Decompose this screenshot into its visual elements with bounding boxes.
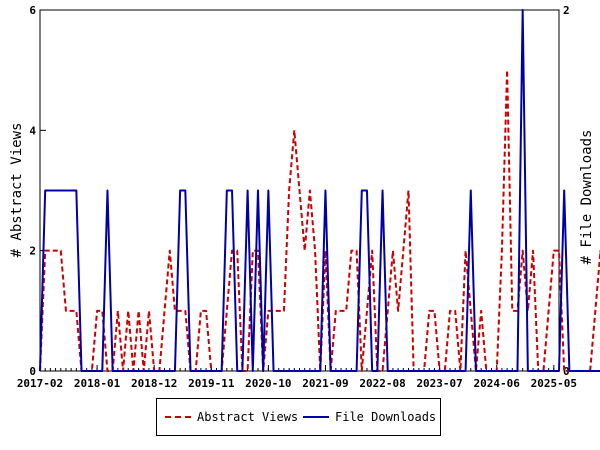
x-tick-label: 2019-11 xyxy=(188,377,235,390)
legend-label-abstract-views: Abstract Views xyxy=(197,410,299,424)
y-left-tick-label: 4 xyxy=(29,124,36,137)
y-right-tick-label: 0 xyxy=(563,365,570,378)
series-line-file-downloads xyxy=(39,9,600,372)
x-tick-label: 2017-02 xyxy=(17,377,63,390)
legend: Abstract Views File Downloads xyxy=(156,398,441,436)
y-left-axis-title: # Abstract Views xyxy=(9,123,25,258)
series-line-abstract-views xyxy=(39,69,600,372)
y-right-tick-label: 2 xyxy=(563,4,570,17)
y-left-tick-label: 2 xyxy=(29,245,36,258)
legend-label-file-downloads: File Downloads xyxy=(335,410,437,424)
x-tick-label: 2023-07 xyxy=(416,377,462,390)
y-left-tick-label: 6 xyxy=(29,4,36,17)
x-tick-label: 2018-01 xyxy=(74,377,121,390)
x-tick-label: 2021-09 xyxy=(302,377,348,390)
legend-swatch-file-downloads xyxy=(303,416,329,418)
x-tick-label: 2018-12 xyxy=(131,377,177,390)
x-tick-label: 2024-06 xyxy=(474,377,521,390)
x-tick-label: 2022-08 xyxy=(359,377,405,390)
x-tick-label: 2020-10 xyxy=(245,377,291,390)
x-tick-labels: 2017-02 2018-01 2018-12 2019-11 2020-10 2021-… xyxy=(17,377,577,390)
legend-item-abstract-views: Abstract Views xyxy=(165,410,298,424)
legend-item-file-downloads: File Downloads xyxy=(303,410,436,424)
series-layer xyxy=(39,9,600,372)
x-tick-label: 2025-05 xyxy=(531,377,577,390)
y-right-axis-title: # File Downloads xyxy=(579,130,595,265)
y-left-tick-label: 0 xyxy=(29,365,36,378)
legend-swatch-abstract-views xyxy=(165,416,191,418)
